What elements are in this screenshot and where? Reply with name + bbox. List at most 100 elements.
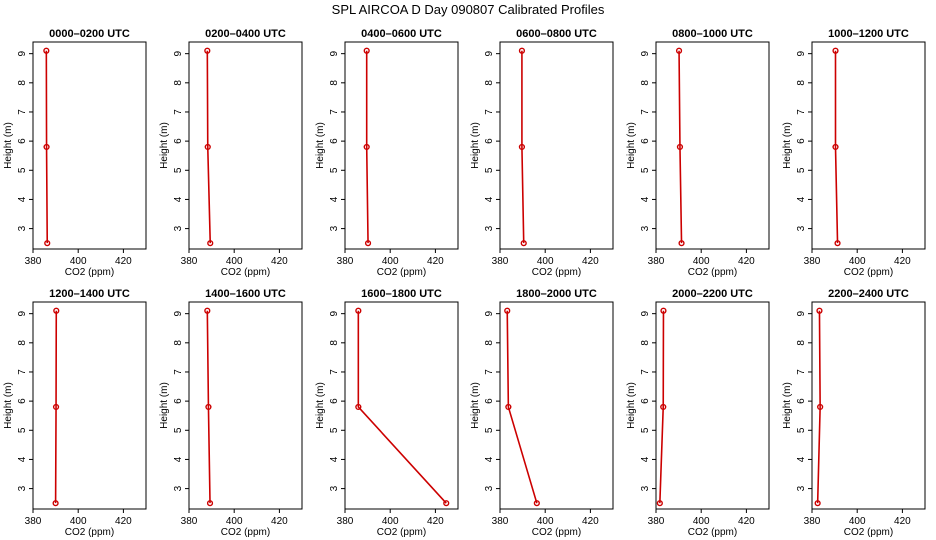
x-axis-label: CO2 (ppm) (844, 527, 893, 538)
y-tick-label: 6 (640, 138, 651, 144)
x-tick-label: 420 (894, 516, 911, 527)
y-axis-label: Height (m) (159, 122, 170, 169)
x-tick-label: 420 (115, 516, 132, 527)
x-axis-label: CO2 (ppm) (532, 527, 581, 538)
data-point (817, 403, 824, 411)
y-tick-label: 8 (640, 340, 651, 346)
data-point (364, 240, 372, 247)
y-tick-label: 3 (329, 225, 340, 231)
x-tick-label: 380 (492, 256, 509, 267)
y-tick-label: 3 (173, 485, 184, 491)
y-tick-label: 3 (640, 485, 651, 491)
x-tick-label: 400 (537, 256, 554, 267)
y-tick-label: 3 (796, 485, 807, 491)
profile-panel: 0800–1000 UTC 380 400 420 3 4 5 6 7 8 9 CO2 (ppm) He… (626, 28, 770, 278)
y-tick-label: 8 (796, 80, 807, 86)
y-tick-label: 8 (796, 340, 807, 346)
x-axis-label: CO2 (ppm) (377, 527, 426, 538)
data-point (678, 240, 685, 247)
y-tick-label: 3 (484, 485, 495, 491)
x-tick-label: 380 (181, 256, 198, 267)
y-tick-label: 4 (173, 456, 184, 462)
y-tick-label: 3 (17, 225, 28, 231)
profile-line (357, 310, 447, 504)
profile-panel: 0600–0800 UTC 380 400 420 3 4 5 6 7 8 9 CO2 (ppm) He… (470, 28, 614, 278)
x-tick-label: 420 (271, 256, 288, 267)
data-point (816, 307, 823, 314)
y-tick-label: 7 (484, 109, 495, 115)
y-axis-label: Height (m) (3, 122, 14, 169)
y-tick-label: 8 (17, 80, 28, 86)
y-tick-label: 8 (17, 340, 28, 346)
data-point (205, 403, 212, 411)
data-point (504, 307, 511, 314)
y-tick-label: 8 (484, 340, 495, 346)
profile-panel: 0400–0600 UTC 380 400 420 3 4 5 6 7 8 9 CO2 (ppm) He… (315, 28, 459, 278)
y-tick-label: 6 (173, 138, 184, 144)
y-tick-label: 7 (173, 369, 184, 375)
data-point (53, 307, 60, 314)
data-point (44, 240, 51, 247)
y-tick-label: 3 (329, 485, 340, 491)
x-tick-label: 400 (849, 256, 866, 267)
plot-frame (188, 41, 303, 250)
x-tick-label: 420 (271, 516, 288, 527)
x-tick-label: 400 (693, 516, 710, 527)
y-tick-label: 7 (329, 109, 340, 115)
x-axis-label: CO2 (ppm) (221, 527, 270, 538)
data-point (43, 143, 50, 151)
data-point (834, 240, 841, 247)
x-tick-label: 420 (582, 256, 599, 267)
plot-frame (32, 41, 147, 250)
y-tick-label: 4 (640, 196, 651, 202)
y-tick-label: 9 (484, 310, 495, 316)
x-axis-label: CO2 (ppm) (844, 267, 893, 278)
x-tick-label: 380 (804, 256, 821, 267)
panel-grid: 0000–0200 UTC 380 400 420 3 4 5 6 7 8 9 CO2 (ppm) He… (3, 28, 926, 538)
x-tick-label: 380 (337, 516, 354, 527)
data-point (832, 143, 839, 151)
plot-frame (188, 301, 303, 510)
profile-line (659, 310, 665, 504)
y-tick-label: 8 (484, 80, 495, 86)
y-axis-label: Height (m) (315, 382, 326, 429)
plot-frame (344, 301, 459, 510)
plot-frame (655, 41, 770, 250)
profile-panel: 1600–1800 UTC 380 400 420 3 4 5 6 7 8 9 CO2 (ppm) He… (315, 288, 459, 538)
x-axis-label: CO2 (ppm) (65, 527, 114, 538)
data-point (533, 500, 540, 507)
y-tick-label: 9 (640, 310, 651, 316)
y-tick-label: 5 (640, 167, 651, 173)
profile-line (816, 310, 821, 504)
data-point (814, 500, 821, 507)
figure-title: SPL AIRCOA D Day 090807 Calibrated Profi… (332, 2, 605, 17)
data-point (207, 240, 214, 247)
y-tick-label: 9 (796, 310, 807, 316)
y-tick-label: 7 (173, 109, 184, 115)
y-tick-label: 9 (17, 50, 28, 56)
profile-line (206, 50, 212, 244)
y-tick-label: 5 (329, 427, 340, 433)
y-tick-label: 5 (796, 167, 807, 173)
profile-line (365, 50, 369, 244)
y-tick-label: 3 (484, 225, 495, 231)
x-tick-label: 420 (582, 516, 599, 527)
panel-title: 0200–0400 UTC (205, 28, 286, 40)
y-tick-label: 6 (173, 398, 184, 404)
x-axis-label: CO2 (ppm) (688, 527, 737, 538)
y-axis-label: Height (m) (315, 122, 326, 169)
y-tick-label: 6 (484, 138, 495, 144)
plot-frame (811, 41, 926, 250)
y-tick-label: 5 (484, 427, 495, 433)
plot-frame (499, 301, 614, 510)
y-tick-label: 6 (17, 398, 28, 404)
y-tick-label: 4 (17, 456, 28, 462)
panel-title: 0400–0600 UTC (361, 28, 442, 40)
y-tick-label: 4 (329, 456, 340, 462)
x-axis-label: CO2 (ppm) (65, 267, 114, 278)
x-tick-label: 420 (738, 516, 755, 527)
y-axis-label: Height (m) (782, 122, 793, 169)
y-tick-label: 8 (173, 80, 184, 86)
y-tick-label: 4 (484, 196, 495, 202)
y-tick-label: 4 (796, 456, 807, 462)
